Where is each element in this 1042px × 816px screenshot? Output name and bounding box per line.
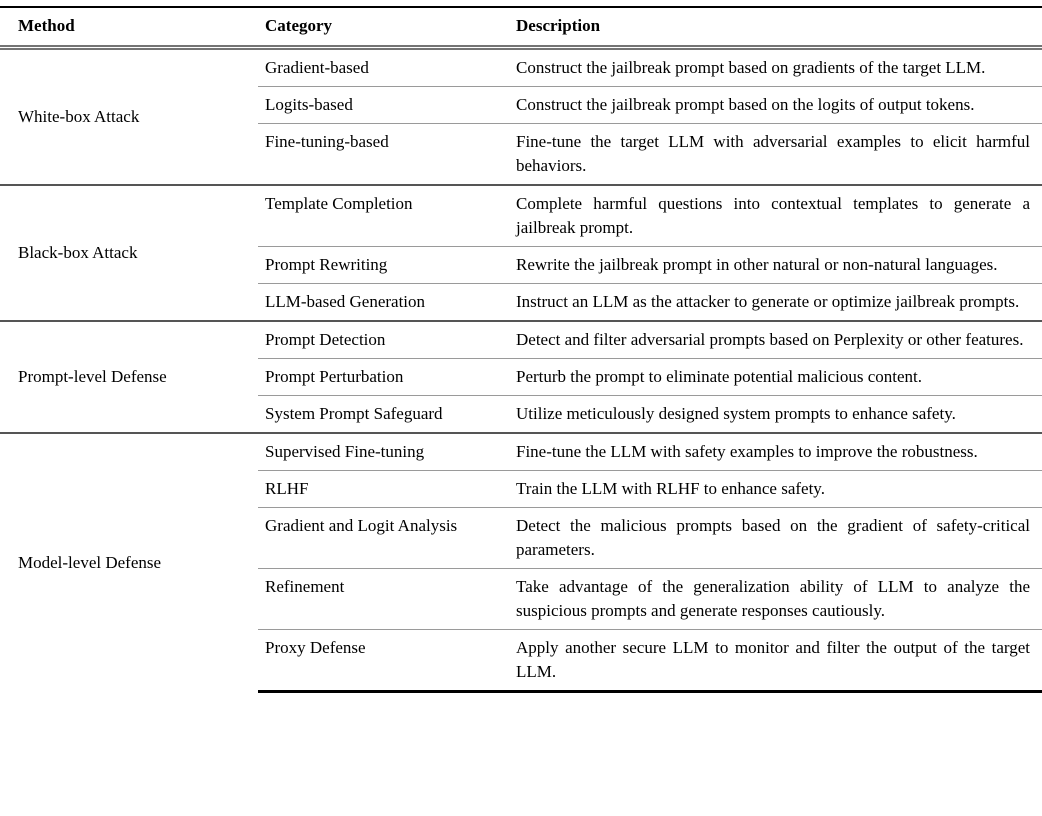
table-row: LLM-based Generation Instruct an LLM as … (0, 283, 1042, 321)
table-header: Method Category Description (0, 6, 1042, 50)
table-row: Gradient and Logit Analysis Detect the m… (0, 507, 1042, 569)
category-cell: Gradient and Logit Analysis (258, 507, 509, 569)
method-cell: Black-box Attack (0, 184, 258, 321)
description-cell: Perturb the prompt to eliminate potentia… (509, 358, 1042, 396)
table-row: Prompt-level Defense Prompt Detection De… (0, 320, 1042, 433)
category-cell: Prompt Detection (258, 320, 509, 359)
header-row: Method Category Description (0, 6, 1042, 50)
category-cell: RLHF (258, 470, 509, 508)
description-cell: Utilize meticulously designed system pro… (509, 395, 1042, 433)
table-row: Logits-based Construct the jailbreak pro… (0, 86, 1042, 124)
category-cell: LLM-based Generation (258, 283, 509, 321)
description-cell: Complete harmful questions into contextu… (509, 184, 1042, 247)
category-cell: Prompt Rewriting (258, 246, 509, 284)
method-cell: Prompt-level Defense (0, 320, 258, 433)
group-prompt-level-defense: Prompt-level Defense Prompt Detection De… (0, 320, 1042, 433)
column-header-category: Category (258, 6, 509, 50)
description-cell: Train the LLM with RLHF to enhance safet… (509, 470, 1042, 508)
category-cell: Logits-based (258, 86, 509, 124)
group-model-level-defense: Model-level Defense Supervised Fine-tuni… (0, 432, 1042, 693)
column-header-description: Description (509, 6, 1042, 50)
category-cell: Fine-tuning-based (258, 123, 509, 185)
group-white-box-attack: White-box Attack Gradient-based Construc… (0, 46, 1042, 185)
table-row: RLHF Train the LLM with RLHF to enhance … (0, 470, 1042, 508)
table-row: Prompt Rewriting Rewrite the jailbreak p… (0, 246, 1042, 284)
group-black-box-attack: Black-box Attack Template Completion Com… (0, 184, 1042, 321)
description-cell: Construct the jailbreak prompt based on … (509, 46, 1042, 87)
description-cell: Take advantage of the generalization abi… (509, 568, 1042, 630)
category-cell: Prompt Perturbation (258, 358, 509, 396)
method-cell: White-box Attack (0, 46, 258, 185)
category-cell: Refinement (258, 568, 509, 630)
category-cell: Gradient-based (258, 46, 509, 87)
table-row: Fine-tuning-based Fine-tune the target L… (0, 123, 1042, 185)
table-row: Proxy Defense Apply another secure LLM t… (0, 629, 1042, 693)
category-cell: System Prompt Safeguard (258, 395, 509, 433)
description-cell: Apply another secure LLM to monitor and … (509, 629, 1042, 693)
description-cell: Rewrite the jailbreak prompt in other na… (509, 246, 1042, 284)
description-cell: Construct the jailbreak prompt based on … (509, 86, 1042, 124)
category-cell: Supervised Fine-tuning (258, 432, 509, 471)
description-cell: Instruct an LLM as the attacker to gener… (509, 283, 1042, 321)
description-cell: Detect and filter adversarial prompts ba… (509, 320, 1042, 359)
table-row: White-box Attack Gradient-based Construc… (0, 46, 1042, 185)
description-cell: Fine-tune the LLM with safety examples t… (509, 432, 1042, 471)
table-row: Refinement Take advantage of the general… (0, 568, 1042, 630)
table-row: Model-level Defense Supervised Fine-tuni… (0, 432, 1042, 692)
description-cell: Fine-tune the target LLM with adversaria… (509, 123, 1042, 185)
methods-categories-table: Method Category Description White-box At… (0, 6, 1042, 693)
table-row: Black-box Attack Template Completion Com… (0, 184, 1042, 321)
table-row: Prompt Perturbation Perturb the prompt t… (0, 358, 1042, 396)
category-cell: Proxy Defense (258, 629, 509, 693)
category-cell: Template Completion (258, 184, 509, 247)
method-cell: Model-level Defense (0, 432, 258, 692)
column-header-method: Method (0, 6, 258, 50)
description-cell: Detect the malicious prompts based on th… (509, 507, 1042, 569)
table-row: System Prompt Safeguard Utilize meticulo… (0, 395, 1042, 433)
